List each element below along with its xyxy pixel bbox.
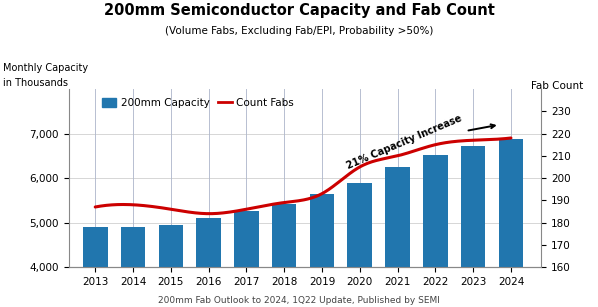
Legend: 200mm Capacity, Count Fabs: 200mm Capacity, Count Fabs [97,94,298,113]
Text: in Thousands: in Thousands [3,78,68,88]
Bar [347,182,372,307]
Bar [234,212,259,307]
Text: (Volume Fabs, Excluding Fab/EPI, Probability >50%): (Volume Fabs, Excluding Fab/EPI, Probabi… [165,26,433,36]
Bar [121,227,145,307]
Bar [158,225,183,307]
Bar [196,218,221,307]
Text: Monthly Capacity: Monthly Capacity [3,63,88,73]
Bar [272,204,297,307]
Bar [83,227,108,307]
Bar [499,139,523,307]
Bar [423,155,448,307]
Text: Fab Count: Fab Count [531,81,583,91]
Bar [461,146,486,307]
Text: 200mm Semiconductor Capacity and Fab Count: 200mm Semiconductor Capacity and Fab Cou… [103,3,495,18]
Text: 200mm Fab Outlook to 2024, 1Q22 Update, Published by SEMI: 200mm Fab Outlook to 2024, 1Q22 Update, … [158,297,440,305]
Bar [385,167,410,307]
Bar [310,194,334,307]
Text: 21% Capacity Increase: 21% Capacity Increase [344,114,495,171]
